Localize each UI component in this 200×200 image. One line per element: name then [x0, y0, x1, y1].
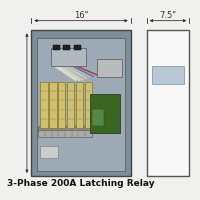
Bar	[63, 45, 70, 50]
Text: 3-Phase 200A Latching Relay: 3-Phase 200A Latching Relay	[7, 179, 155, 188]
Text: 16": 16"	[74, 11, 88, 20]
Bar	[38, 130, 92, 137]
Bar	[92, 109, 104, 126]
Bar	[147, 30, 189, 176]
Bar	[97, 59, 122, 77]
Bar	[40, 82, 48, 128]
Bar	[58, 82, 65, 128]
Bar	[40, 146, 58, 158]
Bar	[31, 30, 131, 176]
Bar	[74, 45, 81, 50]
Bar	[90, 94, 120, 133]
Bar	[49, 82, 57, 128]
Bar	[37, 38, 125, 171]
Bar	[38, 126, 92, 132]
Bar	[76, 82, 83, 128]
Bar	[51, 48, 86, 66]
Bar	[67, 82, 74, 128]
Text: 7.5": 7.5"	[160, 11, 177, 20]
Bar	[152, 66, 184, 84]
Bar	[85, 82, 92, 128]
Bar	[53, 45, 60, 50]
